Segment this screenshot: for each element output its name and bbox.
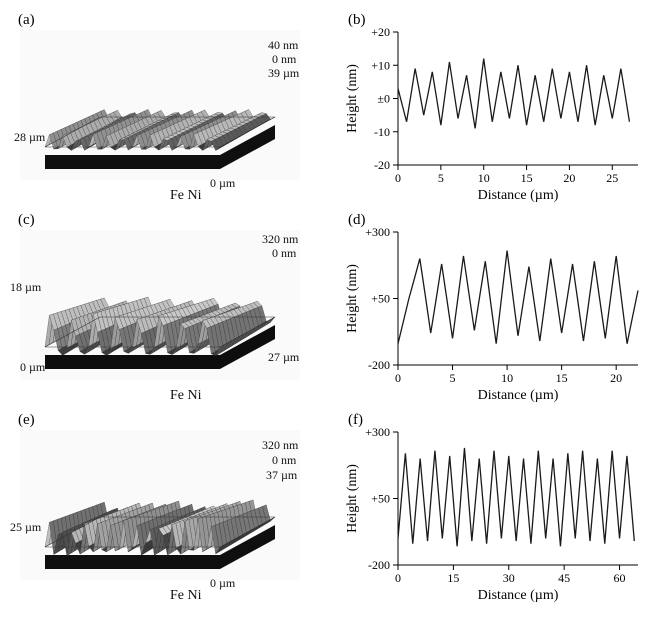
svg-text:+10: +10 [371,58,390,72]
svg-text:+300: +300 [365,225,390,239]
panel-c: (c) 320 nm 0 nm 18 µm 27 µm 0 µm Fe Ni [10,210,330,405]
svg-text:+300: +300 [365,425,390,439]
svg-text:5: 5 [450,371,456,385]
material-c: Fe Ni [170,388,202,404]
panel-label: (c) [18,212,35,229]
svg-text:15: 15 [447,571,459,585]
svg-text:0: 0 [395,371,401,385]
yfar-a: 39 µm [268,66,299,81]
yfar-c: 27 µm [268,350,299,365]
panel-e: (e) 320 nm 0 nm 37 µm 25 µm 0 µm Fe Ni [10,410,330,605]
svg-text:-200: -200 [368,558,390,572]
chart-b: 0 5 10 15 20 25 -20 -10 ±0 +10 +20 Height (nm) Dista… [340,10,650,205]
svg-text:+50: +50 [371,492,390,506]
panel-a: (a) 40 nm 0 nm 39 µm 28 µm 0 µm Fe Ni [10,10,330,205]
svg-text:45: 45 [558,571,570,585]
svg-text:60: 60 [614,571,626,585]
svg-text:15: 15 [521,171,533,185]
panel-label: (e) [18,412,35,429]
svg-text:Height (nm): Height (nm) [345,64,360,133]
z-top-e: 320 nm [262,438,298,453]
surface-c [20,230,300,380]
panel-label: (a) [18,12,35,29]
z-mid-e: 0 nm [272,453,296,468]
svg-text:10: 10 [478,171,490,185]
svg-text:-20: -20 [374,158,390,172]
svg-text:15: 15 [556,371,568,385]
svg-text:-200: -200 [368,358,390,372]
svg-text:-10: -10 [374,125,390,139]
svg-text:5: 5 [438,171,444,185]
chart-d: 0 5 10 15 20 -200 +50 +300 Height (nm) Distance (… [340,210,650,405]
svg-text:+20: +20 [371,25,390,39]
origin-e: 0 µm [210,576,235,591]
ynear-a: 28 µm [14,130,45,145]
svg-text:0: 0 [395,571,401,585]
svg-text:30: 30 [503,571,515,585]
panel-b: (b) 0 5 10 15 20 25 -20 -10 ±0 +10 +20 Height (nm) D… [340,10,650,205]
panel-label: (b) [348,12,366,29]
yfar-e: 37 µm [266,468,297,483]
svg-text:Distance (µm): Distance (µm) [478,188,559,203]
origin-a: 0 µm [210,176,235,191]
svg-text:20: 20 [610,371,622,385]
svg-text:±0: ±0 [377,92,390,106]
chart-f: 0 15 30 45 60 -200 +50 +300 Height (nm) Distance … [340,410,650,605]
svg-text:Distance (µm): Distance (µm) [478,588,559,603]
z-top-a: 40 nm [268,38,298,53]
z-mid-c: 0 nm [272,246,296,261]
svg-text:20: 20 [563,171,575,185]
svg-text:10: 10 [501,371,513,385]
svg-text:0: 0 [395,171,401,185]
surface-e [20,430,300,580]
z-mid-a: 0 nm [272,52,296,67]
origin-c: 0 µm [20,360,45,375]
material-e: Fe Ni [170,588,202,604]
surface-a [20,30,300,180]
panel-d: (d) 0 5 10 15 20 -200 +50 +300 Height (nm) Distan… [340,210,650,405]
svg-text:Height (nm): Height (nm) [345,464,360,533]
material-a: Fe Ni [170,188,202,204]
z-top-c: 320 nm [262,232,298,247]
svg-text:+50: +50 [371,292,390,306]
ynear-e: 25 µm [10,520,41,535]
figure-grid: (a) 40 nm 0 nm 39 µm 28 µm 0 µm Fe Ni (b… [10,10,653,605]
ynear-c: 18 µm [10,280,41,295]
svg-text:Distance (µm): Distance (µm) [478,388,559,403]
panel-f: (f) 0 15 30 45 60 -200 +50 +300 Height (nm) Dista… [340,410,650,605]
panel-label: (f) [348,412,363,429]
panel-label: (d) [348,212,366,229]
svg-text:25: 25 [606,171,618,185]
svg-text:Height (nm): Height (nm) [345,264,360,333]
